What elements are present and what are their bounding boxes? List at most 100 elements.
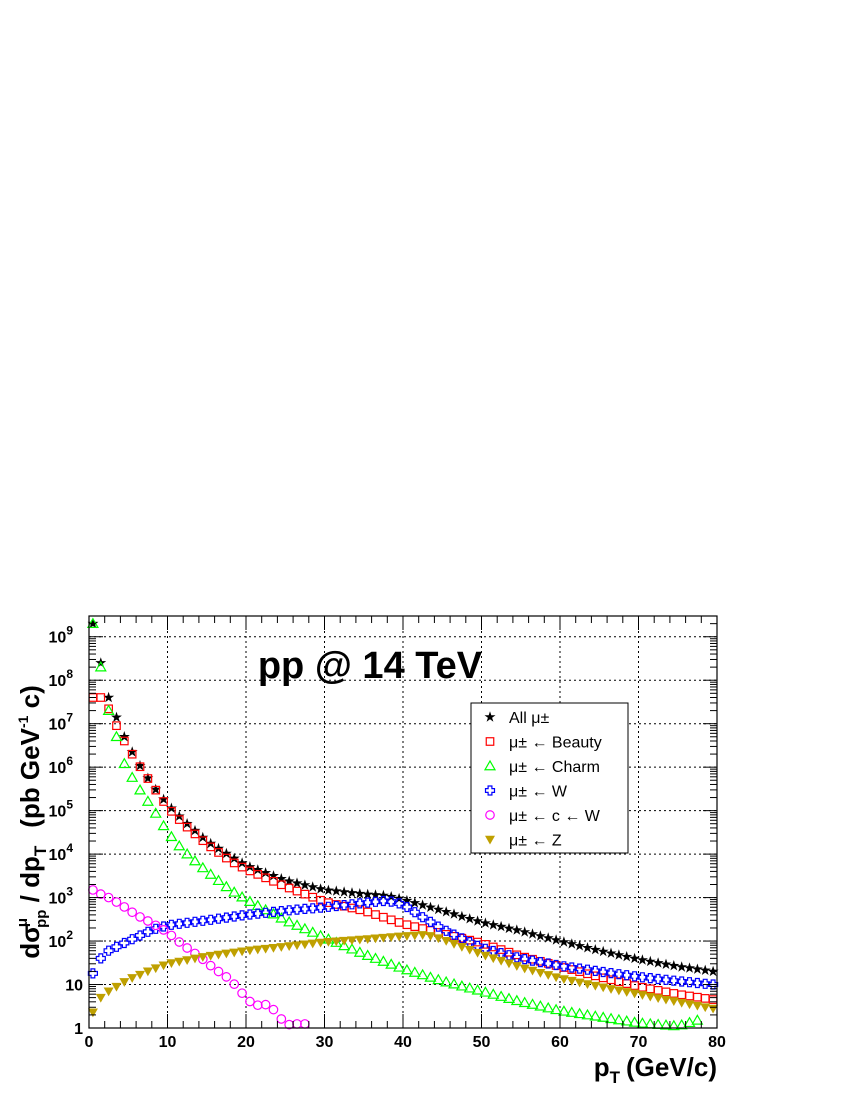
data-point bbox=[598, 966, 609, 978]
data-point bbox=[393, 892, 405, 904]
axis-ticks bbox=[88, 615, 718, 1029]
data-point bbox=[669, 989, 679, 998]
data-point bbox=[111, 982, 122, 992]
data-point bbox=[362, 897, 373, 908]
data-point bbox=[284, 942, 295, 952]
legend-item: μ± ← Z bbox=[485, 833, 562, 850]
y-title-slash: / dp bbox=[15, 856, 45, 909]
data-point bbox=[676, 976, 687, 987]
data-point bbox=[675, 1018, 688, 1030]
data-point bbox=[598, 983, 609, 993]
data-point bbox=[298, 922, 311, 934]
data-point bbox=[206, 842, 216, 852]
y-tick-label: 1 bbox=[74, 1021, 83, 1038]
data-point bbox=[441, 925, 452, 936]
data-point bbox=[354, 888, 366, 899]
data-point bbox=[636, 1017, 649, 1028]
data-point bbox=[488, 954, 499, 964]
data-point bbox=[645, 972, 656, 984]
data-point bbox=[315, 883, 326, 894]
data-point bbox=[133, 783, 147, 795]
data-point bbox=[637, 991, 648, 1000]
data-point bbox=[543, 971, 554, 980]
data-point bbox=[151, 785, 161, 795]
legend-item: All μ± bbox=[484, 710, 549, 727]
data-point bbox=[692, 1001, 703, 1011]
data-point bbox=[417, 931, 428, 940]
data-point bbox=[385, 958, 398, 969]
y-tick-label: 105 bbox=[49, 798, 74, 821]
data-point bbox=[268, 870, 279, 881]
data-point bbox=[353, 946, 366, 957]
data-point bbox=[582, 964, 593, 975]
data-point bbox=[394, 932, 405, 942]
data-point bbox=[456, 942, 467, 952]
data-point bbox=[237, 947, 248, 957]
data-point bbox=[535, 956, 546, 968]
data-point bbox=[354, 898, 365, 909]
data-point bbox=[354, 935, 365, 945]
data-point bbox=[394, 918, 404, 927]
data-point bbox=[660, 958, 672, 969]
data-point bbox=[613, 949, 625, 960]
data-point bbox=[441, 936, 452, 946]
data-point bbox=[620, 1014, 633, 1026]
data-point bbox=[135, 970, 146, 980]
data-point bbox=[158, 921, 169, 932]
data-point bbox=[236, 890, 249, 902]
data-point bbox=[661, 987, 671, 997]
data-point bbox=[252, 864, 264, 875]
data-point bbox=[283, 875, 295, 886]
data-point bbox=[111, 941, 122, 952]
chart-title: pp @ 14 TeV bbox=[258, 645, 483, 687]
data-point bbox=[432, 903, 444, 915]
data-point bbox=[527, 928, 538, 939]
data-point bbox=[166, 919, 177, 930]
data-point bbox=[668, 975, 679, 986]
y-tick-label: 109 bbox=[49, 624, 74, 647]
tick-labels: 0 10 20 30 40 50 60 70 80 1 10 102 103 104 105 106 107 10… bbox=[49, 624, 726, 1051]
data-point bbox=[87, 968, 99, 979]
data-point bbox=[283, 915, 296, 927]
data-point bbox=[135, 762, 145, 772]
x-tick-label: 20 bbox=[237, 1034, 255, 1051]
legend-label: μ± ← Z bbox=[509, 833, 562, 850]
data-point bbox=[692, 977, 703, 989]
data-point bbox=[190, 829, 200, 839]
series-1 bbox=[88, 693, 718, 1004]
data-point bbox=[300, 1019, 310, 1029]
data-point bbox=[425, 901, 436, 912]
data-point bbox=[87, 617, 99, 629]
y-title-sigma: σ bbox=[15, 925, 45, 943]
data-point bbox=[590, 965, 601, 977]
data-point bbox=[275, 912, 288, 923]
data-point bbox=[315, 902, 326, 913]
data-point bbox=[143, 916, 153, 926]
data-point bbox=[189, 954, 200, 964]
data-point bbox=[433, 934, 444, 944]
legend-label: μ± ← Beauty bbox=[509, 735, 602, 752]
y-tick-label: 108 bbox=[49, 667, 74, 690]
data-point bbox=[645, 992, 656, 1002]
data-point bbox=[369, 952, 382, 963]
data-point bbox=[684, 1000, 695, 1010]
data-point bbox=[487, 988, 500, 999]
data-point bbox=[582, 942, 593, 953]
y-title-d: d bbox=[15, 943, 45, 959]
y-title-subT: T bbox=[31, 845, 50, 856]
data-point bbox=[197, 953, 208, 962]
data-point bbox=[378, 933, 389, 943]
data-point bbox=[448, 908, 460, 919]
data-point bbox=[229, 948, 240, 958]
data-point bbox=[96, 693, 106, 702]
data-point bbox=[534, 930, 546, 941]
data-point bbox=[119, 978, 130, 987]
data-point bbox=[637, 954, 648, 965]
series-2 bbox=[86, 617, 704, 1031]
data-point bbox=[338, 886, 350, 897]
data-point bbox=[393, 961, 406, 972]
data-point bbox=[237, 988, 247, 999]
y-title-unitend: c) bbox=[15, 685, 45, 715]
data-point bbox=[323, 884, 334, 895]
